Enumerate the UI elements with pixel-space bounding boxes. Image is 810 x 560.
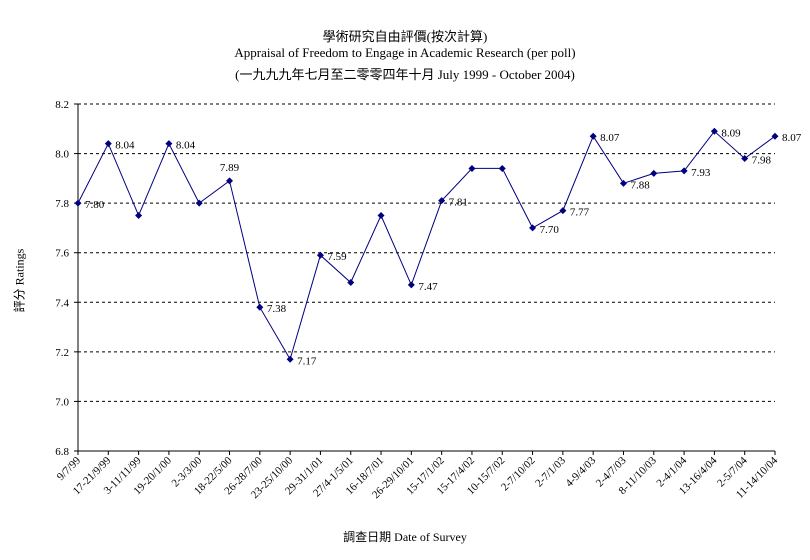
data-point [377, 212, 385, 220]
data-label: 7.38 [267, 303, 287, 315]
data-point [650, 169, 658, 177]
y-tick-label: 7.4 [55, 297, 69, 309]
data-point [771, 132, 779, 140]
data-label: 7.47 [418, 281, 438, 293]
data-point [438, 197, 446, 205]
chart-subtitle: (一九九九年七月至二零零四年十月 July 1999 - October 200… [235, 67, 575, 82]
data-point [741, 155, 749, 163]
data-label: 7.93 [691, 167, 711, 179]
data-label: 8.07 [782, 132, 802, 144]
data-point [195, 199, 203, 207]
data-label: 7.70 [540, 224, 560, 236]
data-label: 7.17 [297, 355, 317, 367]
data-label: 8.09 [721, 127, 741, 139]
y-tick-label: 7.8 [55, 198, 69, 210]
data-point [559, 207, 567, 215]
data-label: 7.81 [449, 197, 468, 209]
data-point [74, 199, 82, 207]
x-tick-label: 2-7/1/03 [533, 454, 568, 489]
data-label: 7.77 [570, 207, 590, 219]
chart-title-en: Appraisal of Freedom to Engage in Academ… [234, 45, 576, 60]
data-point [347, 278, 355, 286]
data-label: 8.04 [115, 140, 135, 152]
y-tick-label: 8.2 [55, 99, 69, 111]
data-label: 7.80 [85, 199, 105, 211]
x-tick-label: 2-7/10/02 [499, 455, 538, 494]
y-tick-label: 7.0 [55, 396, 69, 408]
y-tick-label: 7.6 [55, 248, 69, 260]
chart-title-zh: 學術研究自由評價(按次計算) [322, 29, 488, 44]
series-line [77, 130, 776, 361]
data-label: 8.04 [176, 140, 196, 152]
x-axis-label: 調查日期 Date of Survey [343, 530, 467, 544]
data-point [589, 132, 597, 140]
data-point [316, 251, 324, 259]
data-point [680, 167, 688, 175]
x-tick-label: 9/7/99 [55, 454, 84, 483]
data-point [165, 140, 173, 148]
data-point [226, 177, 234, 185]
y-tick-label: 7.2 [55, 347, 69, 359]
data-label: 7.59 [327, 251, 347, 263]
data-label: 7.88 [630, 179, 650, 191]
x-tick-label: 4-9/4/03 [563, 454, 598, 489]
data-point [256, 303, 264, 311]
data-label: 7.89 [220, 162, 240, 174]
data-label: 7.98 [752, 155, 772, 167]
y-axis-label: 評分 Ratings [12, 248, 27, 313]
y-tick-label: 6.8 [55, 446, 69, 458]
data-point [104, 140, 112, 148]
data-point [619, 179, 627, 187]
y-tick-label: 8.0 [55, 149, 69, 161]
data-label: 8.07 [600, 132, 620, 144]
data-point [407, 281, 415, 289]
data-point [286, 355, 294, 363]
data-point [529, 224, 537, 232]
data-point [468, 164, 476, 172]
data-point [498, 164, 506, 172]
data-point [135, 212, 143, 220]
data-point [710, 127, 718, 135]
